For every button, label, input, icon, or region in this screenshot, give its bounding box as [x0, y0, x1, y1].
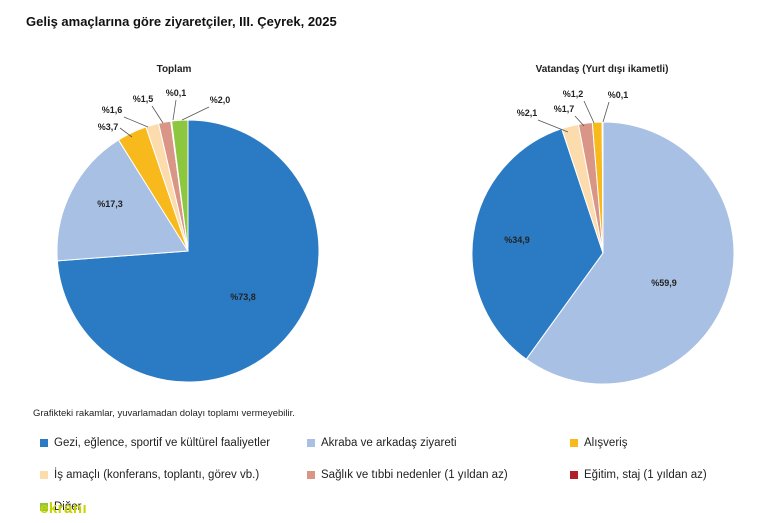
leader-line-egitim: [602, 101, 610, 123]
legend-swatch-is: [40, 471, 48, 479]
legend-label: İş amaçlı (konferans, toplantı, görev vb…: [54, 469, 260, 481]
legend-swatch-diger: [40, 503, 48, 511]
data-label-akraba: %59,9: [651, 278, 677, 288]
legend-item-saglik: Sağlık ve tıbbi nedenler (1 yıldan az): [307, 469, 508, 481]
data-label-egitim: %0,1: [608, 90, 629, 100]
legend-item-alisveris: Alışveriş: [570, 437, 627, 449]
pie-title-toplam: Toplam: [156, 64, 192, 75]
leader-line-saglik: [151, 105, 164, 124]
legend-item-egitim: Eğitim, staj (1 yıldan az): [570, 469, 707, 481]
pie-slice-gezi: [471, 128, 604, 360]
data-label-diger: %2,0: [210, 95, 231, 105]
legend-label: Alışveriş: [584, 437, 628, 449]
pie-slice-akraba: [56, 139, 189, 262]
legend-label: Diğer: [54, 501, 82, 513]
legend-swatch-alisveris: [570, 439, 578, 447]
pie-slice-diger: [171, 119, 189, 252]
pie-slice-egitim: [601, 121, 604, 254]
legend-label: Akraba ve arkadaş ziyareti: [321, 437, 457, 449]
chart-note: Grafikteki rakamlar, yuvarlamadan dolayı…: [33, 408, 295, 419]
pie-slice-akraba: [525, 121, 735, 385]
legend-label: Eğitim, staj (1 yıldan az): [584, 469, 707, 481]
chart-title: Geliş amaçlarına göre ziyaretçiler, III.…: [26, 14, 337, 29]
legend-item-is: İş amaçlı (konferans, toplantı, görev vb…: [40, 469, 259, 481]
legend-item-akraba: Akraba ve arkadaş ziyareti: [307, 437, 457, 449]
legend-swatch-saglik: [307, 471, 315, 479]
legend-label: Gezi, eğlence, sportif ve kültürel faali…: [54, 437, 271, 449]
data-label-saglik: %1,7: [554, 104, 575, 114]
data-label-saglik: %1,5: [133, 94, 154, 104]
data-label-alisveris: %3,7: [98, 122, 119, 132]
legend-item-gezi: Gezi, eğlence, sportif ve kültürel faali…: [40, 437, 270, 449]
leader-line-egitim: [172, 99, 177, 121]
legend-swatch-egitim: [570, 471, 578, 479]
leader-line-is: [123, 116, 149, 128]
legend-swatch-akraba: [307, 439, 315, 447]
leader-line-diger: [181, 106, 210, 121]
legend-swatch-gezi: [40, 439, 48, 447]
watermark-text: ekranı: [40, 500, 88, 517]
data-label-gezi: %73,8: [230, 292, 256, 302]
legend-item-diger: Diğer: [40, 501, 81, 513]
data-label-akraba: %17,3: [97, 199, 123, 209]
pie-title-vatandas: Vatandaş (Yurt dışı ikametli): [535, 64, 669, 75]
data-label-alisveris: %1,2: [563, 89, 584, 99]
data-label-gezi: %34,9: [504, 235, 530, 245]
leader-line-is: [537, 119, 569, 133]
pie-charts: %73,8 %17,3 %3,7 %1,6 %1,5 %0,1 %2,0 %59,9 %34,9…: [56, 88, 735, 385]
leader-line-alisveris: [583, 100, 595, 124]
pie-1: %59,9 %34,9 %2,1 %1,7 %1,2 %0,1: [471, 89, 735, 385]
leader-line-alisveris: [119, 127, 133, 138]
pie-0: %73,8 %17,3 %3,7 %1,6 %1,5 %0,1 %2,0: [56, 88, 320, 383]
leader-line-saglik: [574, 115, 585, 127]
data-label-is: %1,6: [102, 105, 123, 115]
data-label-egitim: %0,1: [166, 88, 187, 98]
data-label-is: %2,1: [517, 108, 538, 118]
legend-label: Sağlık ve tıbbi nedenler (1 yıldan az): [321, 469, 508, 481]
